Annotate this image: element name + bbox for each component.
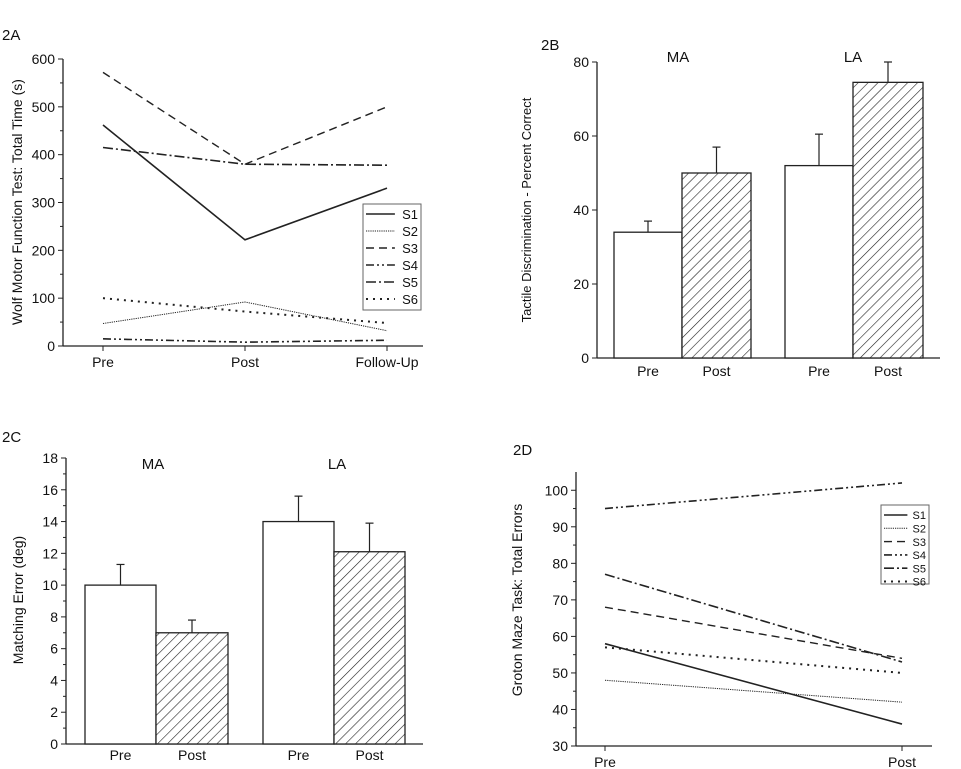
legend-label: S3 [402, 241, 418, 256]
bar-ma-pre [84, 584, 157, 745]
panel-label: 2C [2, 429, 21, 446]
group-label: LA [328, 456, 346, 473]
y-axis-label: Matching Error (deg) [10, 536, 26, 664]
y-tick-label: 80 [552, 555, 568, 571]
legend-label: S2 [913, 523, 926, 535]
x-tick-label: Pre [110, 747, 132, 763]
panel-label: 2B [541, 37, 559, 54]
legend-box [880, 504, 930, 585]
group-label: MA [667, 49, 690, 66]
series-line-s6 [604, 646, 903, 674]
legend-label: S2 [402, 224, 418, 239]
series-line-s1 [102, 124, 388, 241]
legend-label: S6 [913, 577, 926, 589]
bar-ma-post [681, 172, 752, 359]
bar-la-post [852, 81, 924, 359]
bar-ma-pre [613, 231, 683, 359]
legend-label: S3 [913, 537, 926, 549]
x-tick-label: Pre [594, 754, 616, 769]
y-tick-label: 4 [50, 672, 58, 688]
x-tick-label: Pre [288, 747, 310, 763]
legend-label: S4 [402, 258, 418, 273]
legend-label: S4 [913, 550, 926, 562]
series-line-s1 [604, 642, 903, 725]
bar-la-pre [784, 164, 854, 359]
y-tick-label: 0 [581, 350, 589, 366]
y-tick-label: 400 [32, 147, 56, 163]
x-tick-label: Post [874, 363, 902, 379]
panel-2b: 2B 0 20 40 60 80 Tactile Discrimination - Perc… [519, 37, 940, 379]
y-tick-label: 600 [32, 51, 56, 67]
y-tick-label: 60 [573, 128, 589, 144]
legend-label: S6 [402, 292, 418, 307]
panel-2d: 2D 30 40 50 60 70 80 90 100 Groton Maze Task: Tot… [509, 442, 932, 769]
y-axis-label: Groton Maze Task: Total Errors [509, 504, 525, 696]
series-line-s3 [102, 71, 388, 166]
y-tick-label: 40 [573, 202, 589, 218]
panel-2c: 2C 0 2 4 6 8 10 12 14 16 18 Matching Error (deg) MA L… [2, 429, 423, 763]
x-tick-label: Pre [637, 363, 659, 379]
y-tick-label: 40 [552, 701, 568, 717]
x-tick-label: Pre [808, 363, 830, 379]
series-line-s5 [102, 146, 388, 166]
panel-2a: 2A 0 100 200 300 400 500 600 Wolf Motor Function… [2, 27, 423, 370]
y-tick-label: 6 [50, 641, 58, 657]
series-line-s3 [604, 606, 903, 660]
x-tick-label: Post [178, 747, 206, 763]
panel-label: 2A [2, 27, 20, 44]
legend-label: S5 [913, 563, 926, 575]
y-axis-label: Tactile Discrimination - Percent Correct [519, 97, 534, 322]
series-line-s4 [102, 338, 388, 343]
group-label: MA [142, 456, 165, 473]
series-line-s2 [102, 301, 388, 332]
group-label: LA [844, 49, 862, 66]
legend-label: S1 [913, 510, 926, 522]
y-tick-label: 16 [42, 482, 58, 498]
legend: S1 S2 S3 S4 S5 S6 [362, 203, 422, 311]
y-tick-label: 2 [50, 704, 58, 720]
y-tick-label: 0 [47, 338, 55, 354]
series-line-s4 [604, 482, 903, 510]
y-tick-label: 70 [552, 592, 568, 608]
series-line-s5 [604, 573, 903, 663]
y-tick-label: 14 [42, 514, 58, 530]
y-tick-label: 18 [42, 450, 58, 466]
bar-ma-post [155, 632, 229, 745]
y-tick-label: 0 [50, 736, 58, 752]
y-tick-label: 200 [32, 242, 56, 258]
bar-la-pre [262, 520, 335, 745]
y-tick-label: 100 [32, 290, 56, 306]
y-tick-label: 80 [573, 54, 589, 70]
y-tick-label: 10 [42, 577, 58, 593]
legend-label: S1 [402, 207, 418, 222]
y-tick-label: 8 [50, 609, 58, 625]
y-axis-label: Wolf Motor Function Test: Total Time (s) [9, 79, 25, 325]
x-tick-label: Post [355, 747, 383, 763]
x-tick-label: Pre [92, 354, 114, 370]
x-tick-label: Follow-Up [355, 354, 418, 370]
y-tick-label: 90 [552, 519, 568, 535]
y-tick-label: 300 [32, 195, 56, 211]
panel-label: 2D [513, 442, 532, 459]
y-tick-label: 500 [32, 99, 56, 115]
y-tick-label: 50 [552, 665, 568, 681]
y-tick-label: 30 [552, 738, 568, 754]
legend-label: S5 [402, 275, 418, 290]
y-tick-label: 60 [552, 628, 568, 644]
x-tick-label: Post [231, 354, 259, 370]
y-tick-label: 20 [573, 276, 589, 292]
bar-la-post [333, 551, 406, 745]
y-tick-label: 12 [42, 545, 58, 561]
x-tick-label: Post [888, 754, 916, 769]
y-tick-label: 100 [545, 482, 569, 498]
legend-box [362, 203, 422, 311]
x-tick-label: Post [702, 363, 730, 379]
